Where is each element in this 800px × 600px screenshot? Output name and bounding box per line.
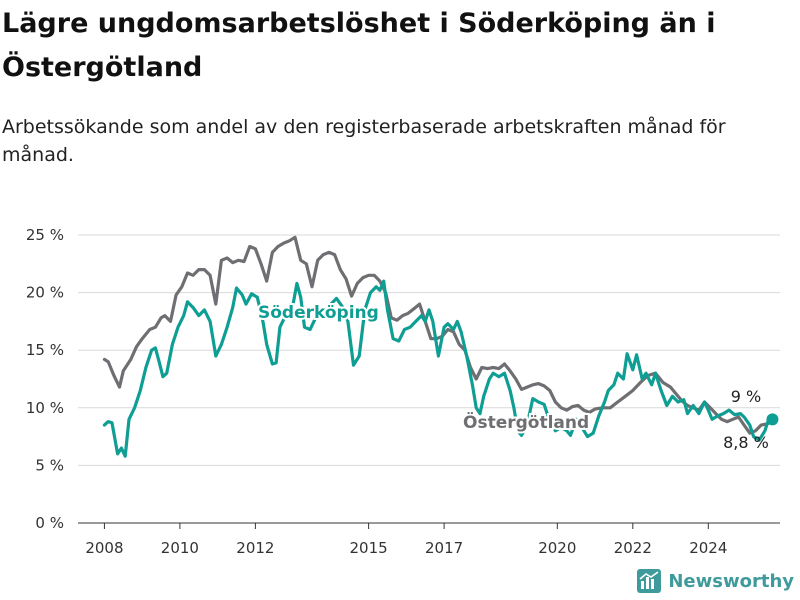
x-axis-ticks: 2008 2010 2012 2015 2017 2020 2022 2024 [85,523,727,557]
x-tick-label: 2020 [538,539,576,557]
x-tick-label: 2024 [689,539,727,557]
y-tick-label: 20 % [26,284,64,302]
end-value-label-soderkoping: 9 % [731,387,761,406]
series-name-label-ostergotland: Östergötland [463,411,589,433]
series-line-ostergotland [102,235,775,435]
series-line-soderkoping [102,279,775,458]
x-tick-label: 2012 [236,539,274,557]
y-axis-ticks: 0 % 5 % 10 % 15 % 20 % 25 % [26,226,64,532]
brand-name: Newsworthy [668,570,794,592]
y-tick-label: 5 % [35,456,64,474]
x-tick-label: 2010 [161,539,199,557]
x-tick-label: 2017 [425,539,463,557]
series-lines [102,235,779,458]
series-labels: Söderköping Östergötland 9 % 8,8 % [256,301,769,452]
series-name-label-soderkoping: Söderköping [258,303,379,323]
y-tick-label: 10 % [26,399,64,417]
brand-logo: Newsworthy [636,568,794,594]
x-tick-label: 2022 [614,539,652,557]
y-tick-label: 0 % [35,514,64,532]
chart-title: Lägre ungdomsarbetslöshet i Söderköping … [2,8,716,83]
x-tick-label: 2008 [85,539,123,557]
y-tick-label: 15 % [26,341,64,359]
chart-subtitle: Arbetssökande som andel av den registerb… [2,116,726,166]
series-end-marker-soderkoping [766,413,779,426]
y-tick-label: 25 % [26,226,64,244]
x-tick-label: 2015 [350,539,388,557]
newsworthy-logo-icon [637,569,662,593]
gridlines [78,234,780,524]
end-value-label-ostergotland: 8,8 % [723,433,769,452]
